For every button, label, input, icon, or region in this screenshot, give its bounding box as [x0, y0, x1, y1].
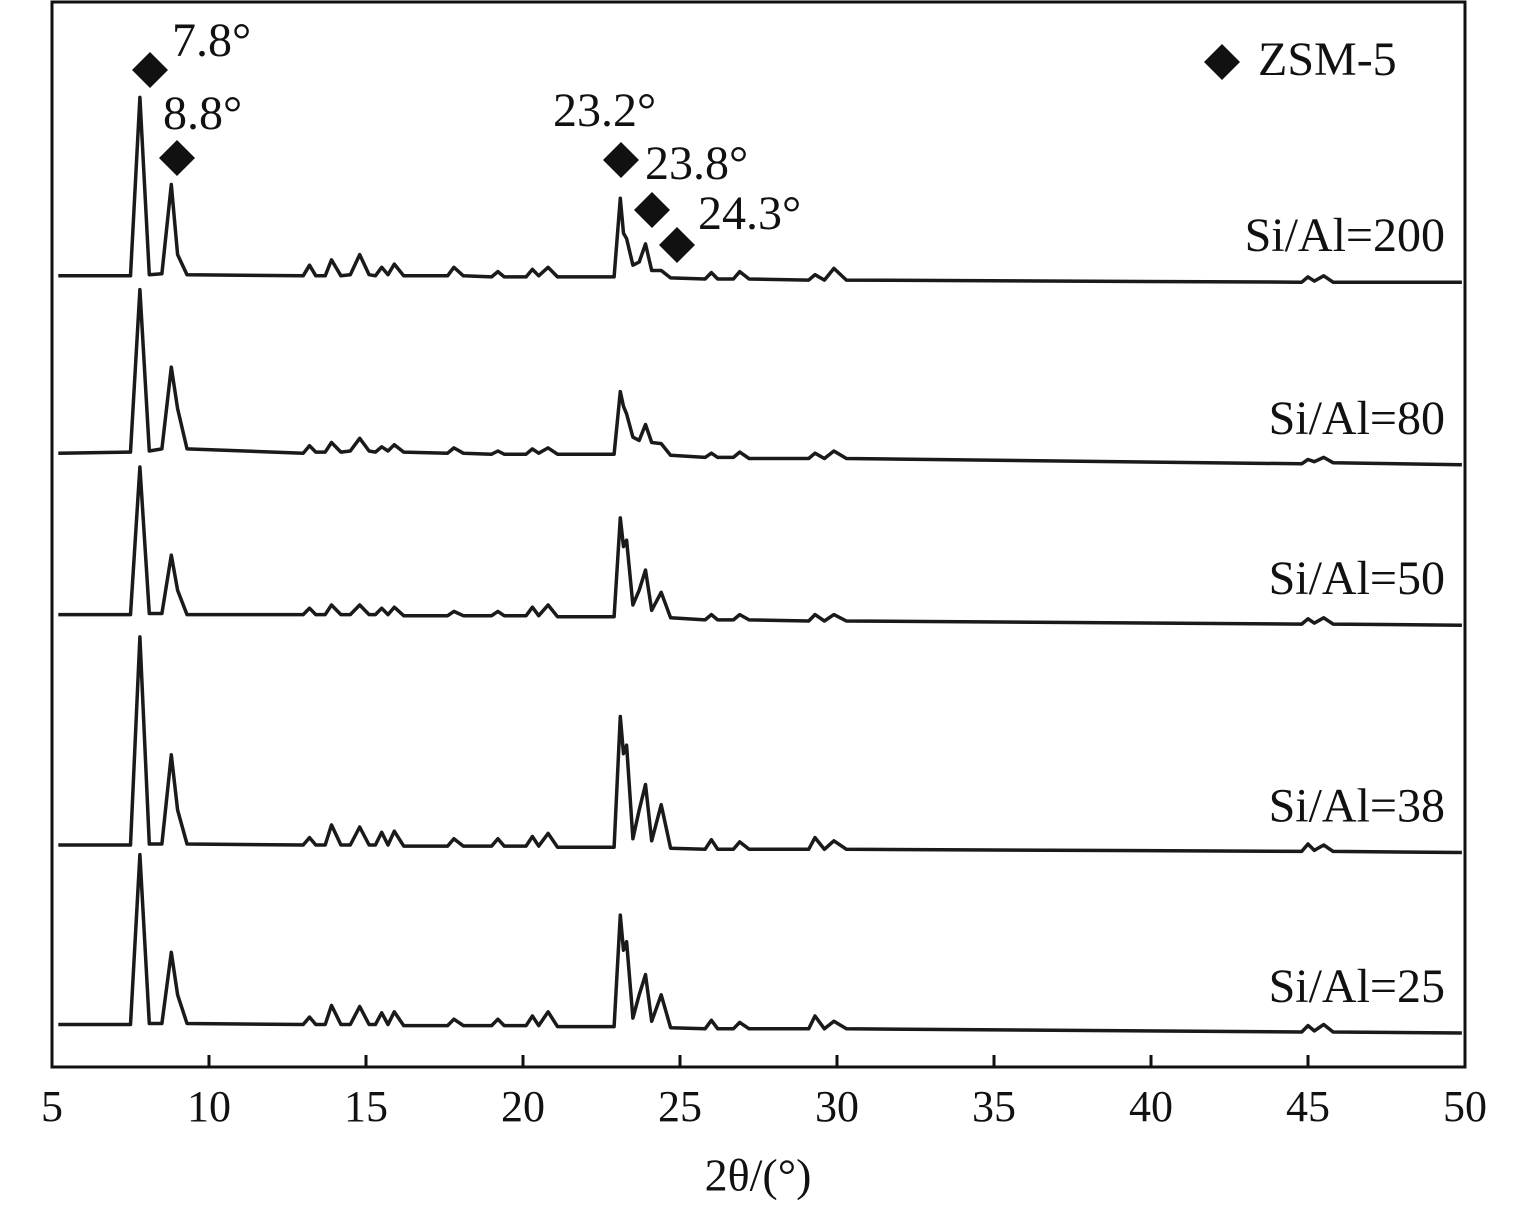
x-tick-label: 30: [815, 1082, 859, 1131]
x-tick-label: 35: [972, 1082, 1016, 1131]
x-tick-label: 45: [1286, 1082, 1330, 1131]
peak-marker: [132, 52, 168, 88]
peak-marker: [159, 140, 195, 176]
xrd-trace: [58, 852, 1462, 1035]
legend-label: ZSM-5: [1258, 33, 1397, 86]
xrd-trace: [58, 635, 1462, 855]
peak-marker: [659, 227, 695, 263]
x-tick-label: 20: [501, 1082, 545, 1131]
x-tick-label: 40: [1129, 1082, 1173, 1131]
series-label: Si/Al=25: [1269, 960, 1445, 1013]
x-tick-label: 10: [187, 1082, 231, 1131]
x-tick-label: 25: [658, 1082, 702, 1131]
xrd-trace: [58, 465, 1462, 627]
xrd-trace: [58, 287, 1462, 467]
peak-annotation: 23.8°: [645, 137, 748, 190]
plot-frame: [50, 0, 1467, 1069]
series-label: Si/Al=80: [1269, 392, 1445, 445]
legend-marker: [1204, 44, 1240, 80]
peak-annotation: 8.8°: [163, 87, 242, 140]
peak-marker: [634, 192, 670, 228]
x-tick-label: 15: [344, 1082, 388, 1131]
peak-annotation: 24.3°: [698, 187, 801, 240]
x-axis-title: 2θ/(°): [705, 1150, 812, 1201]
x-tick-label: 5: [41, 1082, 63, 1131]
xrd-trace: [58, 95, 1462, 284]
peak-annotation: 7.8°: [172, 14, 251, 67]
series-label: Si/Al=200: [1245, 209, 1445, 262]
x-tick-label: 50: [1443, 1082, 1487, 1131]
series-label: Si/Al=50: [1269, 552, 1445, 605]
peak-marker: [603, 142, 639, 178]
peak-annotation: 23.2°: [553, 84, 656, 137]
series-label: Si/Al=38: [1269, 779, 1445, 832]
